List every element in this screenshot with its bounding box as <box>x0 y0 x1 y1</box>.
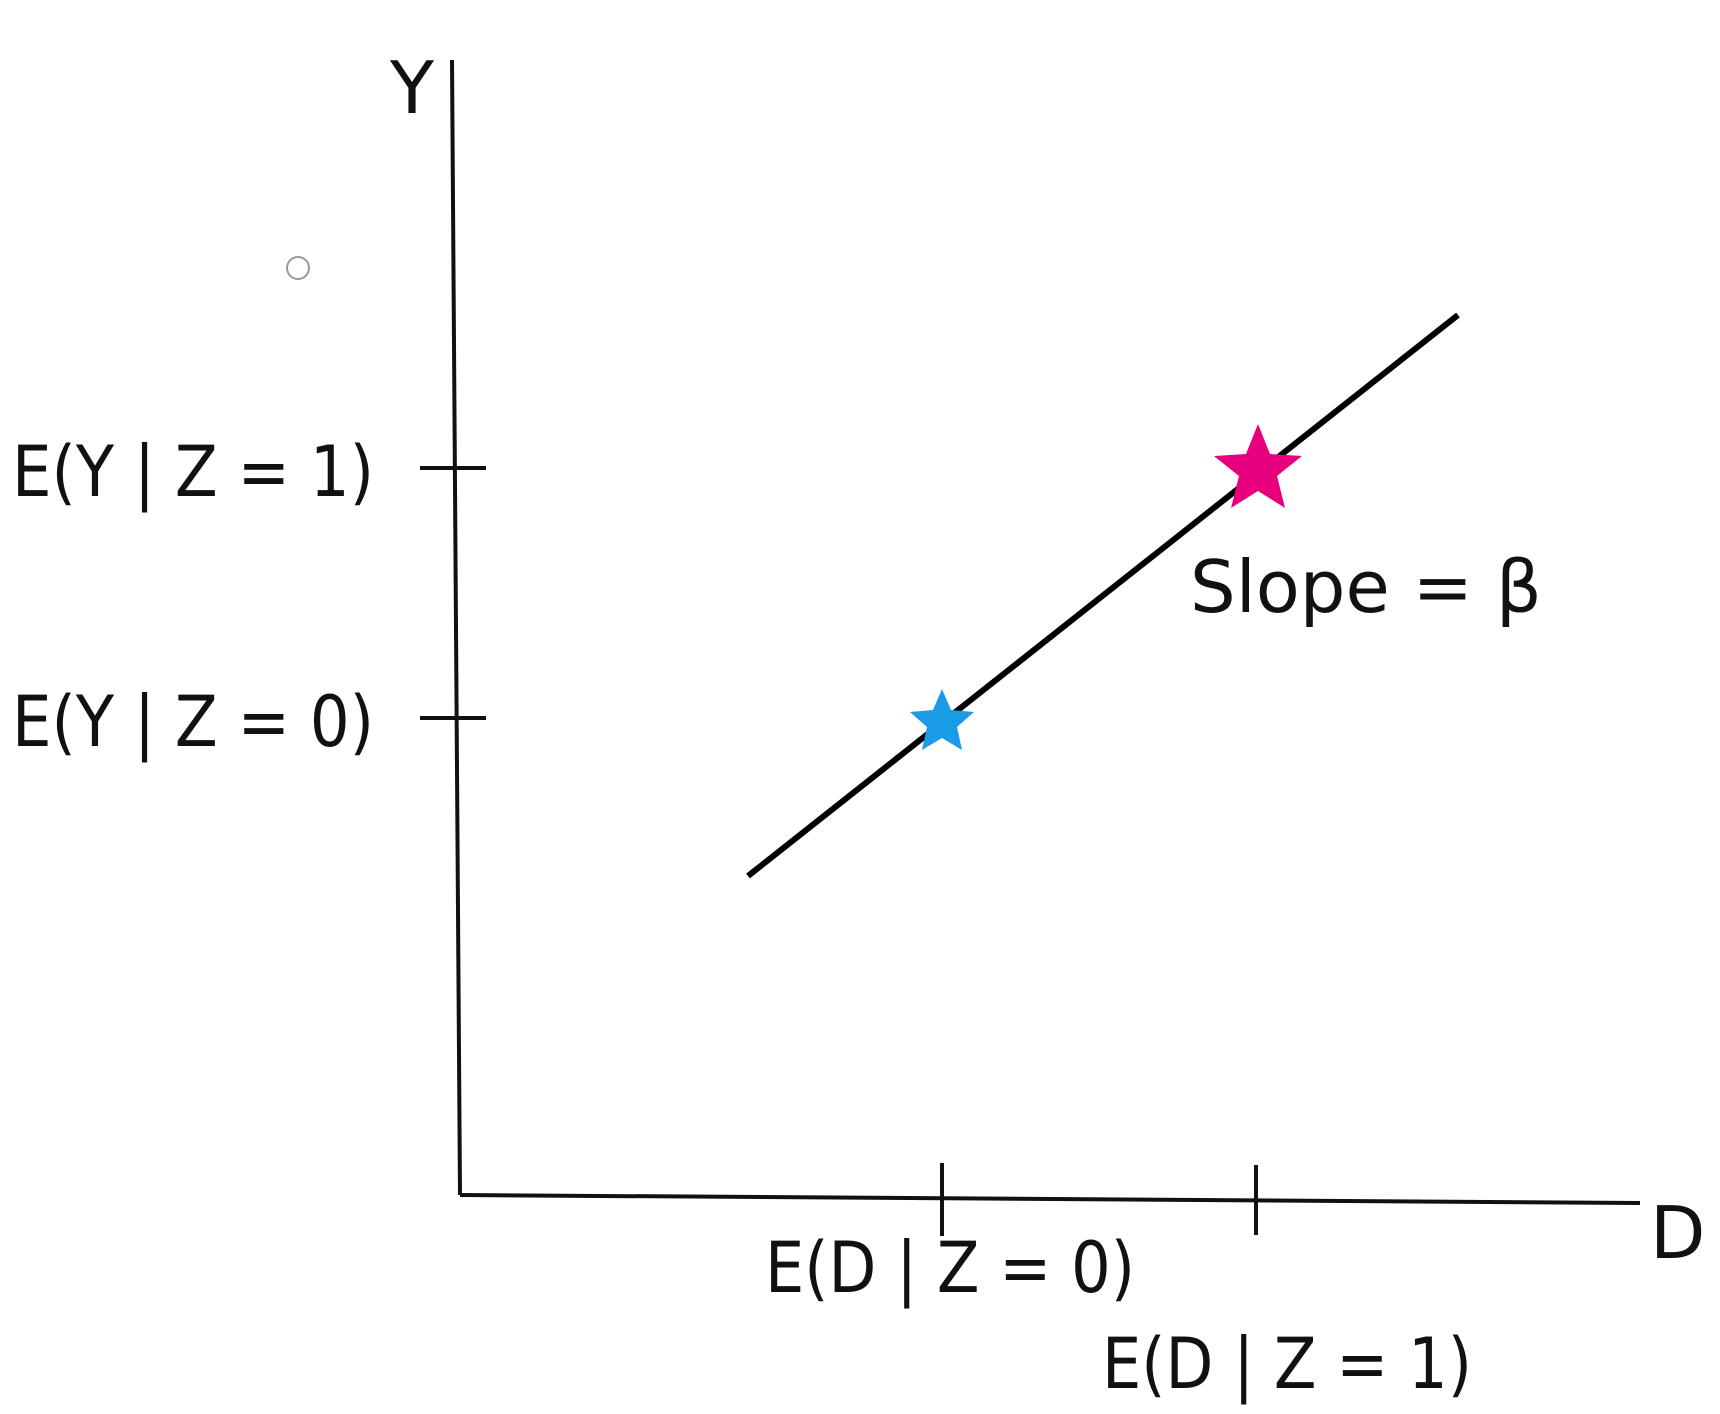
star-marker-z1 <box>1214 424 1302 508</box>
slope-annotation: Slope = β <box>1190 545 1542 629</box>
y-tick-label-z0: E(Y | Z = 0) <box>12 681 374 763</box>
x-tick-label-z0: E(D | Z = 0) <box>765 1227 1135 1309</box>
star-marker-z0 <box>910 689 974 750</box>
y-axis-label: Y <box>389 46 435 130</box>
y-tick-label-z1: E(Y | Z = 1) <box>12 431 374 513</box>
regression-line <box>746 312 1460 879</box>
x-axis-label: D <box>1650 1191 1705 1275</box>
x-axis <box>459 1193 1641 1205</box>
small-circle-mark <box>286 256 310 280</box>
y-axis <box>450 59 462 1196</box>
x-tick-label-z1: E(D | Z = 1) <box>1102 1323 1472 1405</box>
